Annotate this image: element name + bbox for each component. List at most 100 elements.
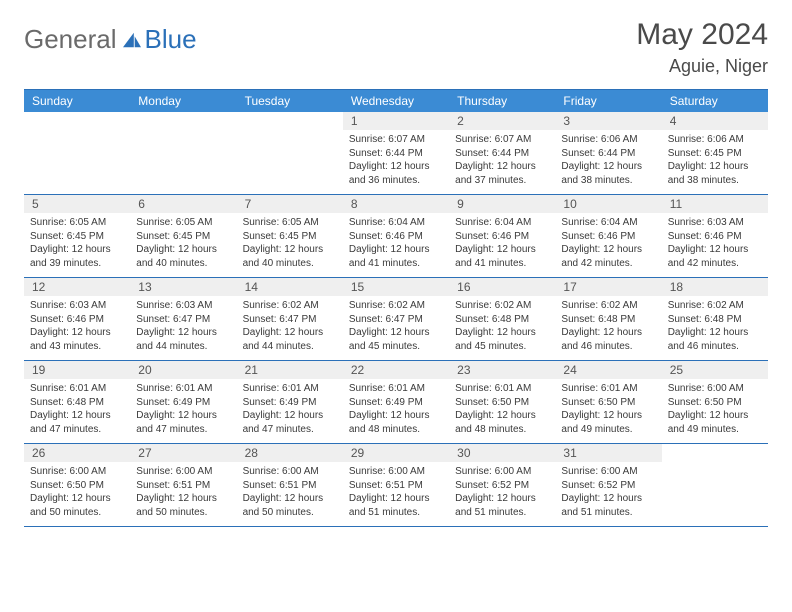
day-details: Sunrise: 6:01 AMSunset: 6:49 PMDaylight:… — [343, 379, 449, 440]
sunset-text: Sunset: 6:47 PM — [349, 313, 443, 327]
day-number: 25 — [662, 361, 768, 379]
daylight-text: Daylight: 12 hours and 44 minutes. — [136, 326, 230, 353]
sunset-text: Sunset: 6:49 PM — [349, 396, 443, 410]
day-details: Sunrise: 6:04 AMSunset: 6:46 PMDaylight:… — [555, 213, 661, 274]
day-details: Sunrise: 6:02 AMSunset: 6:47 PMDaylight:… — [343, 296, 449, 357]
day-number: 6 — [130, 195, 236, 213]
day-details: Sunrise: 6:01 AMSunset: 6:50 PMDaylight:… — [449, 379, 555, 440]
day-details: Sunrise: 6:00 AMSunset: 6:52 PMDaylight:… — [555, 462, 661, 523]
sunrise-text: Sunrise: 6:03 AM — [668, 216, 762, 230]
sunrise-text: Sunrise: 6:00 AM — [455, 465, 549, 479]
day-details: Sunrise: 6:02 AMSunset: 6:48 PMDaylight:… — [662, 296, 768, 357]
day-number: 23 — [449, 361, 555, 379]
sunrise-text: Sunrise: 6:01 AM — [30, 382, 124, 396]
sunrise-text: Sunrise: 6:00 AM — [561, 465, 655, 479]
day-cell: 2Sunrise: 6:07 AMSunset: 6:44 PMDaylight… — [449, 112, 555, 194]
daylight-text: Daylight: 12 hours and 46 minutes. — [561, 326, 655, 353]
day-details: Sunrise: 6:00 AMSunset: 6:51 PMDaylight:… — [343, 462, 449, 523]
sunrise-text: Sunrise: 6:01 AM — [136, 382, 230, 396]
sunset-text: Sunset: 6:51 PM — [243, 479, 337, 493]
daylight-text: Daylight: 12 hours and 51 minutes. — [349, 492, 443, 519]
sunrise-text: Sunrise: 6:02 AM — [561, 299, 655, 313]
day-details: Sunrise: 6:07 AMSunset: 6:44 PMDaylight:… — [343, 130, 449, 191]
sunset-text: Sunset: 6:46 PM — [561, 230, 655, 244]
day-cell: 24Sunrise: 6:01 AMSunset: 6:50 PMDayligh… — [555, 361, 661, 443]
sunset-text: Sunset: 6:44 PM — [561, 147, 655, 161]
sunset-text: Sunset: 6:45 PM — [30, 230, 124, 244]
day-details: Sunrise: 6:02 AMSunset: 6:48 PMDaylight:… — [555, 296, 661, 357]
sunrise-text: Sunrise: 6:04 AM — [349, 216, 443, 230]
daylight-text: Daylight: 12 hours and 51 minutes. — [561, 492, 655, 519]
day-number: 5 — [24, 195, 130, 213]
day-number: 1 — [343, 112, 449, 130]
sunset-text: Sunset: 6:52 PM — [561, 479, 655, 493]
sunrise-text: Sunrise: 6:00 AM — [136, 465, 230, 479]
sunrise-text: Sunrise: 6:01 AM — [455, 382, 549, 396]
daylight-text: Daylight: 12 hours and 49 minutes. — [668, 409, 762, 436]
sunrise-text: Sunrise: 6:01 AM — [349, 382, 443, 396]
day-number: 13 — [130, 278, 236, 296]
day-number: 3 — [555, 112, 661, 130]
brand-logo: General Blue — [24, 24, 197, 55]
day-number: 29 — [343, 444, 449, 462]
day-cell — [24, 112, 130, 194]
day-details: Sunrise: 6:01 AMSunset: 6:50 PMDaylight:… — [555, 379, 661, 440]
daylight-text: Daylight: 12 hours and 42 minutes. — [561, 243, 655, 270]
title-block: May 2024 Aguie, Niger — [636, 18, 768, 77]
sunset-text: Sunset: 6:49 PM — [136, 396, 230, 410]
day-details: Sunrise: 6:05 AMSunset: 6:45 PMDaylight:… — [130, 213, 236, 274]
dow-label: Friday — [555, 90, 661, 112]
daylight-text: Daylight: 12 hours and 40 minutes. — [243, 243, 337, 270]
day-details: Sunrise: 6:05 AMSunset: 6:45 PMDaylight:… — [24, 213, 130, 274]
day-details: Sunrise: 6:00 AMSunset: 6:50 PMDaylight:… — [24, 462, 130, 523]
day-cell: 18Sunrise: 6:02 AMSunset: 6:48 PMDayligh… — [662, 278, 768, 360]
sunset-text: Sunset: 6:50 PM — [455, 396, 549, 410]
daylight-text: Daylight: 12 hours and 45 minutes. — [349, 326, 443, 353]
day-number: 27 — [130, 444, 236, 462]
daylight-text: Daylight: 12 hours and 49 minutes. — [561, 409, 655, 436]
day-cell: 25Sunrise: 6:00 AMSunset: 6:50 PMDayligh… — [662, 361, 768, 443]
day-number: 7 — [237, 195, 343, 213]
daylight-text: Daylight: 12 hours and 50 minutes. — [30, 492, 124, 519]
day-cell: 30Sunrise: 6:00 AMSunset: 6:52 PMDayligh… — [449, 444, 555, 526]
day-cell: 8Sunrise: 6:04 AMSunset: 6:46 PMDaylight… — [343, 195, 449, 277]
sunset-text: Sunset: 6:45 PM — [136, 230, 230, 244]
daylight-text: Daylight: 12 hours and 39 minutes. — [30, 243, 124, 270]
daylight-text: Daylight: 12 hours and 47 minutes. — [136, 409, 230, 436]
sunrise-text: Sunrise: 6:02 AM — [349, 299, 443, 313]
day-number: 19 — [24, 361, 130, 379]
day-details: Sunrise: 6:03 AMSunset: 6:47 PMDaylight:… — [130, 296, 236, 357]
day-details: Sunrise: 6:06 AMSunset: 6:45 PMDaylight:… — [662, 130, 768, 191]
sunrise-text: Sunrise: 6:04 AM — [561, 216, 655, 230]
dow-label: Wednesday — [343, 90, 449, 112]
sunrise-text: Sunrise: 6:00 AM — [243, 465, 337, 479]
sunset-text: Sunset: 6:44 PM — [349, 147, 443, 161]
day-cell: 14Sunrise: 6:02 AMSunset: 6:47 PMDayligh… — [237, 278, 343, 360]
sail-icon — [121, 31, 143, 49]
daylight-text: Daylight: 12 hours and 50 minutes. — [243, 492, 337, 519]
daylight-text: Daylight: 12 hours and 36 minutes. — [349, 160, 443, 187]
sunrise-text: Sunrise: 6:00 AM — [668, 382, 762, 396]
sunset-text: Sunset: 6:46 PM — [349, 230, 443, 244]
day-number: 11 — [662, 195, 768, 213]
day-number — [237, 112, 343, 130]
day-cell: 15Sunrise: 6:02 AMSunset: 6:47 PMDayligh… — [343, 278, 449, 360]
sunrise-text: Sunrise: 6:03 AM — [136, 299, 230, 313]
sunrise-text: Sunrise: 6:06 AM — [668, 133, 762, 147]
daylight-text: Daylight: 12 hours and 47 minutes. — [30, 409, 124, 436]
day-cell: 6Sunrise: 6:05 AMSunset: 6:45 PMDaylight… — [130, 195, 236, 277]
day-cell — [662, 444, 768, 526]
day-details: Sunrise: 6:07 AMSunset: 6:44 PMDaylight:… — [449, 130, 555, 191]
daylight-text: Daylight: 12 hours and 44 minutes. — [243, 326, 337, 353]
day-cell — [237, 112, 343, 194]
week-row: 5Sunrise: 6:05 AMSunset: 6:45 PMDaylight… — [24, 195, 768, 278]
sunset-text: Sunset: 6:46 PM — [30, 313, 124, 327]
day-number: 16 — [449, 278, 555, 296]
day-details: Sunrise: 6:02 AMSunset: 6:48 PMDaylight:… — [449, 296, 555, 357]
sunrise-text: Sunrise: 6:07 AM — [349, 133, 443, 147]
day-details: Sunrise: 6:04 AMSunset: 6:46 PMDaylight:… — [449, 213, 555, 274]
daylight-text: Daylight: 12 hours and 37 minutes. — [455, 160, 549, 187]
page-header: General Blue May 2024 Aguie, Niger — [24, 18, 768, 77]
sunset-text: Sunset: 6:48 PM — [668, 313, 762, 327]
sunset-text: Sunset: 6:48 PM — [561, 313, 655, 327]
